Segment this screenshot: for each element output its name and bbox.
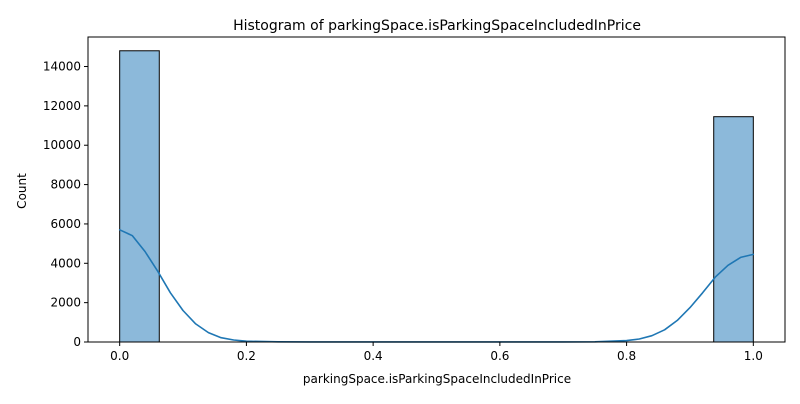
x-tick-label: 0.4 [364, 349, 383, 363]
y-tick-label: 14000 [43, 60, 81, 74]
x-tick-label: 1.0 [744, 349, 763, 363]
plot-area: 0.0 0.2 0.4 0.6 0.8 1.0 0 2000 4000 6000 8000 10000… [43, 36, 786, 363]
chart-title: Histogram of parkingSpace.isParkingSpace… [233, 18, 641, 34]
y-axis-label: Count [15, 173, 29, 209]
x-tick-label: 0.8 [617, 349, 636, 363]
y-tick-label: 8000 [50, 178, 81, 192]
x-tick-label: 0.2 [237, 349, 256, 363]
plot-frame [87, 36, 786, 343]
y-tick-label: 2000 [50, 296, 81, 310]
x-axis-label: parkingSpace.isParkingSpaceIncludedInPri… [303, 372, 571, 386]
kde-curve-line [118, 229, 755, 343]
y-tick-label: 4000 [50, 256, 81, 270]
y-tick-label: 6000 [50, 217, 81, 231]
x-tick-label: 0.0 [110, 349, 129, 363]
y-tick-label: 10000 [43, 138, 81, 152]
histogram-bar-1 [713, 116, 754, 343]
histogram-bar-0 [119, 50, 160, 343]
y-tick-label: 12000 [43, 99, 81, 113]
x-tick-label: 0.6 [490, 349, 509, 363]
y-tick-label: 0 [73, 335, 81, 349]
